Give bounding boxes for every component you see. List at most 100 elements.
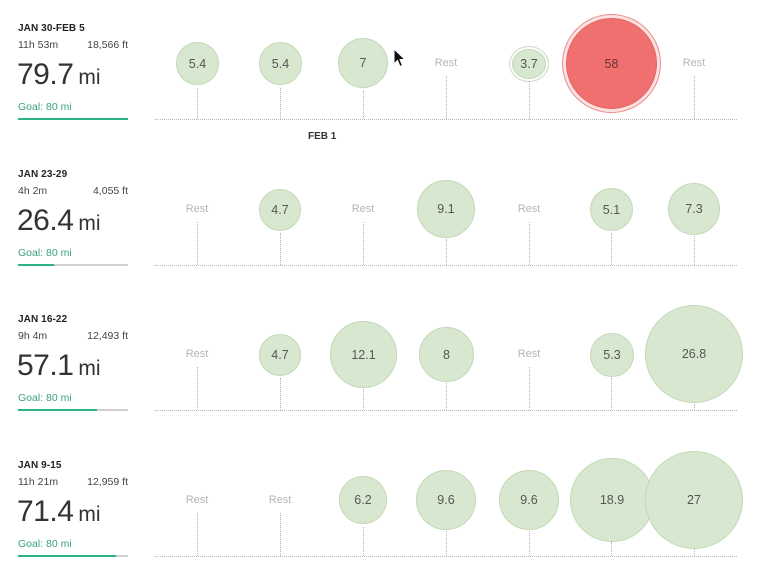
goal-progress-fill — [18, 118, 128, 120]
day-bubble[interactable]: 4.7 — [259, 334, 301, 376]
week-title: JAN 23-29 — [18, 169, 68, 180]
day-bubble[interactable]: 27 — [645, 451, 743, 549]
goal-progress-bar — [18, 555, 128, 557]
week-baseline — [155, 265, 737, 266]
day-stem — [197, 222, 198, 265]
day-bubble[interactable]: 9.1 — [417, 180, 475, 238]
day-stem — [446, 531, 447, 556]
goal-progress-fill — [18, 555, 117, 557]
goal-progress-bar — [18, 264, 128, 266]
week-title: JAN 9-15 — [18, 460, 62, 471]
goal-progress-fill — [18, 264, 55, 266]
day-stem — [529, 82, 530, 119]
goal-progress-bar — [18, 118, 128, 120]
day-stem — [694, 549, 695, 556]
goal-progress-fill — [18, 409, 97, 411]
week-distance: 71.4 mi — [17, 497, 101, 537]
day-bubble[interactable]: 7 — [338, 38, 388, 88]
rest-day-label: Rest — [517, 348, 541, 360]
day-bubble[interactable]: 12.1 — [330, 321, 397, 388]
day-bubble[interactable]: 4.7 — [259, 189, 301, 231]
day-bubble[interactable]: 8 — [419, 327, 474, 382]
week-time: 9h 4m — [18, 330, 48, 342]
rest-day-label: Rest — [351, 203, 375, 215]
day-stem — [529, 531, 530, 556]
week-elevation: 4,055 ft — [92, 185, 128, 197]
day-stem — [446, 76, 447, 119]
day-stem — [694, 404, 695, 410]
distance-value: 79.7 — [17, 58, 74, 91]
week-baseline — [155, 556, 737, 557]
day-bubble-selected[interactable]: 58 — [566, 18, 657, 109]
day-stem — [694, 236, 695, 265]
week-goal: Goal: 80 mi — [18, 538, 72, 550]
distance-value: 71.4 — [17, 495, 74, 528]
date-marker: FEB 1 — [308, 131, 337, 142]
day-bubble[interactable]: 5.4 — [176, 42, 219, 85]
day-stem — [363, 91, 364, 119]
week-row: JAN 30-FEB 5 11h 53m 18,566 ft 79.7 mi Go… — [0, 0, 768, 145]
day-stem — [280, 88, 281, 119]
week-distance: 79.7 mi — [17, 60, 101, 100]
day-bubble[interactable]: 5.3 — [590, 333, 634, 377]
day-stem — [363, 389, 364, 410]
week-title: JAN 30-FEB 5 — [18, 23, 85, 34]
week-summary[interactable]: JAN 30-FEB 5 11h 53m 18,566 ft 79.7 mi Go… — [17, 0, 130, 145]
week-goal: Goal: 80 mi — [18, 101, 72, 113]
week-time: 11h 21m — [18, 476, 59, 488]
distance-unit: mi — [78, 66, 101, 89]
week-row: JAN 9-15 11h 21m 12,959 ft 71.4 mi Goal: … — [0, 437, 768, 582]
day-stem — [611, 233, 612, 265]
week-elevation: 12,493 ft — [87, 330, 128, 342]
distance-value: 26.4 — [17, 204, 74, 237]
rest-day-label: Rest — [185, 348, 209, 360]
week-goal: Goal: 80 mi — [18, 247, 72, 259]
day-stem — [197, 367, 198, 410]
day-bubble[interactable]: 5.4 — [259, 42, 302, 85]
rest-day-label: Rest — [517, 203, 541, 215]
day-stem — [280, 378, 281, 410]
day-stem — [197, 88, 198, 119]
day-stem — [280, 233, 281, 265]
rest-day-label: Rest — [268, 494, 292, 506]
day-bubble[interactable]: 18.9 — [570, 458, 654, 542]
day-bubble[interactable]: 9.6 — [416, 470, 476, 530]
week-summary[interactable]: JAN 23-29 4h 2m 4,055 ft 26.4 mi Goal: 80… — [17, 146, 130, 291]
distance-unit: mi — [78, 503, 101, 526]
day-bubble[interactable]: 26.8 — [645, 305, 743, 403]
rest-day-label: Rest — [185, 203, 209, 215]
week-title: JAN 16-22 — [18, 314, 68, 325]
day-stem — [446, 239, 447, 265]
day-stem — [611, 542, 612, 556]
week-row: JAN 16-22 9h 4m 12,493 ft 57.1 mi Goal: 8… — [0, 291, 768, 436]
week-time: 4h 2m — [18, 185, 48, 197]
week-baseline — [155, 119, 737, 120]
rest-day-label: Rest — [682, 57, 706, 69]
week-distance: 26.4 mi — [17, 206, 101, 246]
mouse-pointer-icon — [393, 48, 407, 68]
goal-progress-bar — [18, 409, 128, 411]
day-stem — [446, 383, 447, 410]
day-bubble[interactable]: 5.1 — [590, 188, 633, 231]
distance-unit: mi — [78, 212, 101, 235]
distance-value: 57.1 — [17, 349, 74, 382]
rest-day-label: Rest — [185, 494, 209, 506]
day-stem — [529, 222, 530, 265]
distance-unit: mi — [78, 357, 101, 380]
day-stem — [197, 513, 198, 556]
day-stem — [529, 367, 530, 410]
week-summary[interactable]: JAN 9-15 11h 21m 12,959 ft 71.4 mi Goal: … — [17, 437, 130, 582]
day-bubble[interactable]: 6.2 — [339, 476, 387, 524]
day-bubble[interactable]: 9.6 — [499, 470, 559, 530]
day-stem — [280, 513, 281, 556]
day-bubble[interactable]: 3.7 — [512, 49, 546, 79]
rest-day-label: Rest — [434, 57, 458, 69]
week-summary[interactable]: JAN 16-22 9h 4m 12,493 ft 57.1 mi Goal: 8… — [17, 291, 130, 436]
week-goal: Goal: 80 mi — [18, 392, 72, 404]
day-stem — [363, 527, 364, 556]
day-stem — [611, 378, 612, 410]
day-stem — [363, 222, 364, 265]
day-stem — [694, 76, 695, 119]
day-bubble[interactable]: 7.3 — [668, 183, 720, 235]
week-row: JAN 23-29 4h 2m 4,055 ft 26.4 mi Goal: 80… — [0, 146, 768, 291]
